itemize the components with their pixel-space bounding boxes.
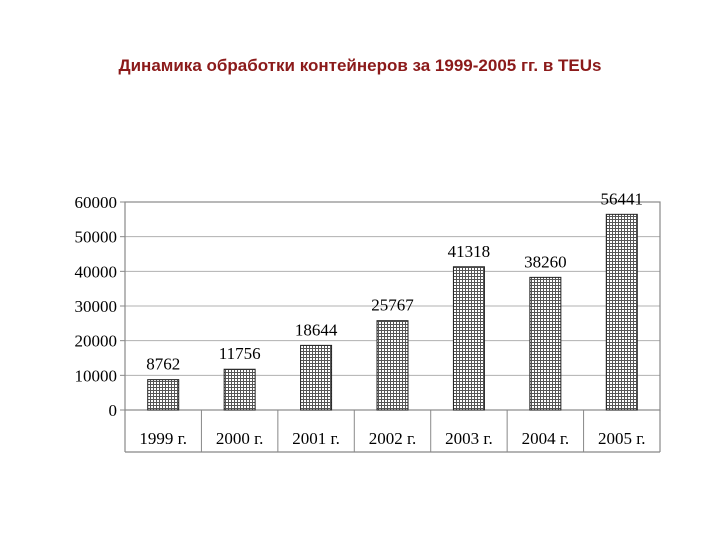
- data-label: 18644: [295, 320, 338, 339]
- x-category-label: 2003 г.: [445, 429, 493, 448]
- y-tick-label: 60000: [75, 193, 118, 212]
- bar: [223, 368, 256, 411]
- bar: [452, 266, 485, 411]
- y-tick-label: 0: [109, 401, 118, 420]
- y-tick-label: 20000: [75, 332, 118, 351]
- x-category-label: 2001 г.: [292, 429, 340, 448]
- y-axis-ticks: 0 10000 20000 30000 40000 50000 60000: [75, 193, 125, 420]
- x-category-label: 1999 г.: [139, 429, 187, 448]
- data-label: 11756: [219, 344, 261, 363]
- data-label: 41318: [448, 242, 491, 261]
- data-label: 38260: [524, 252, 567, 271]
- x-category-label: 2004 г.: [522, 429, 570, 448]
- bar: [300, 344, 333, 411]
- bars: [147, 213, 638, 411]
- y-tick-label: 50000: [75, 228, 118, 247]
- x-category-label: 2005 г.: [598, 429, 646, 448]
- y-tick-label: 10000: [75, 366, 118, 385]
- bar: [376, 320, 409, 411]
- y-tick-label: 40000: [75, 262, 118, 281]
- x-axis-categories: 1999 г. 2000 г. 2001 г. 2002 г. 2003 г. 2004 …: [139, 410, 646, 452]
- data-label: 8762: [146, 355, 180, 374]
- x-category-label: 2000 г.: [216, 429, 264, 448]
- chart-title: Динамика обработки контейнеров за 1999-2…: [118, 56, 602, 75]
- x-category-label: 2002 г.: [369, 429, 417, 448]
- y-tick-label: 30000: [75, 297, 118, 316]
- data-label: 25767: [371, 296, 414, 315]
- data-labels: 8762 11756 18644 25767 41318 38260 56441: [146, 189, 643, 373]
- data-label: 56441: [601, 189, 644, 208]
- bar: [605, 213, 638, 411]
- bar: [529, 276, 562, 411]
- category-label-frame: [124, 410, 661, 453]
- bar: [147, 379, 180, 411]
